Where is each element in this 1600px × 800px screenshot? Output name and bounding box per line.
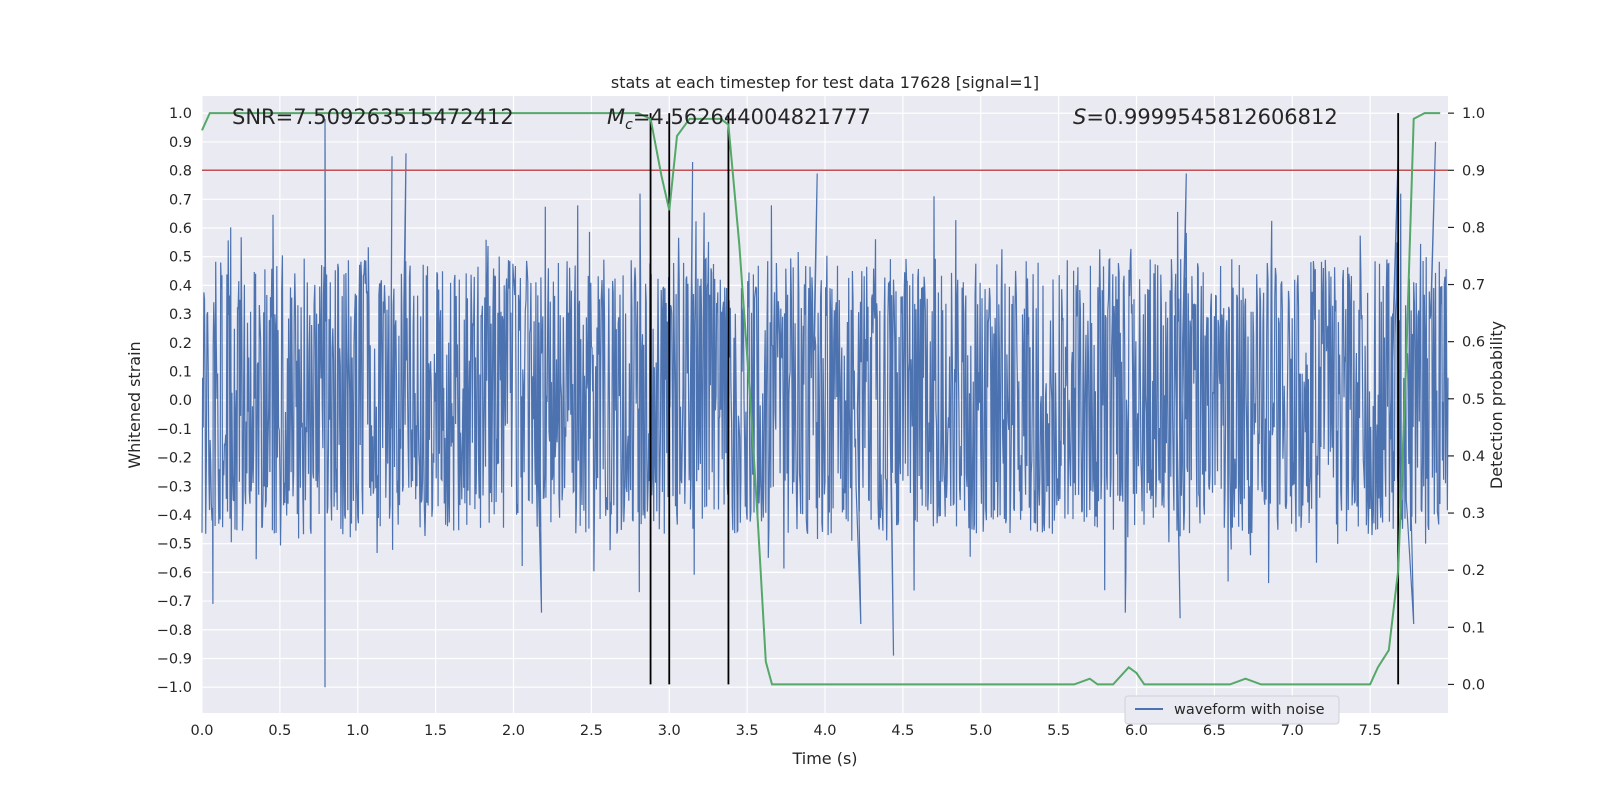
waveform-series bbox=[201, 118, 1449, 688]
y-right-tick-label: 0.4 bbox=[1462, 449, 1485, 465]
y-right-tick-label: 0.2 bbox=[1462, 563, 1485, 579]
x-tick-label: 0.5 bbox=[268, 723, 291, 739]
y-left-tick-label: −0.2 bbox=[157, 451, 192, 467]
legend-label: waveform with noise bbox=[1174, 702, 1325, 718]
y-left-tick-label: −0.5 bbox=[157, 537, 192, 553]
x-tick-label: 4.5 bbox=[891, 723, 914, 739]
y-left-axis-ticks: 1.0 0.9 0.8 0.7 0.6 0.5 0.4 0.3 0.2 0.1 0.0 −0.1 −0.… bbox=[157, 106, 192, 696]
x-tick-label: 0.0 bbox=[190, 723, 213, 739]
y-left-tick-label: 0.4 bbox=[169, 278, 192, 294]
legend-box bbox=[1124, 695, 1340, 725]
y-left-tick-label: 0.3 bbox=[169, 307, 192, 323]
y-left-tick-label: −0.6 bbox=[157, 565, 192, 581]
score-symbol: S bbox=[1073, 105, 1086, 129]
y-left-tick-label: 0.8 bbox=[169, 164, 192, 180]
y-left-tick-label: 0.0 bbox=[169, 393, 192, 409]
y-left-tick-label: 0.1 bbox=[169, 364, 192, 380]
chirp-mass-symbol: M bbox=[607, 105, 625, 129]
y-right-tick-label: 0.3 bbox=[1462, 506, 1485, 522]
x-tick-label: 6.0 bbox=[1125, 723, 1148, 739]
score-annotation: S=0.9999545812606812 bbox=[1073, 105, 1338, 129]
chirp-mass-value: =4.562644004821777 bbox=[633, 105, 871, 129]
waveform-line bbox=[201, 118, 1449, 688]
x-tick-label: 6.5 bbox=[1203, 723, 1226, 739]
y-left-tick-label: 0.9 bbox=[169, 135, 192, 151]
probability-series bbox=[201, 112, 1441, 686]
x-tick-label: 2.5 bbox=[580, 723, 603, 739]
x-axis-ticks: 0.0 0.5 1.0 1.5 2.0 2.5 3.0 3.5 4.0 4.5 5.0 5.5 6.0 6… bbox=[190, 723, 1381, 739]
chirp-mass-annotation: Mc=4.562644004821777 bbox=[607, 105, 871, 133]
probability-line bbox=[201, 112, 1441, 686]
x-tick-label: 5.0 bbox=[969, 723, 992, 739]
snr-annotation: SNR=7.509263515472412 bbox=[232, 105, 514, 129]
y-left-tick-label: 0.2 bbox=[169, 336, 192, 352]
y-left-tick-label: −0.8 bbox=[157, 623, 192, 639]
chart-title: stats at each timestep for test data 176… bbox=[611, 73, 1039, 92]
x-tick-label: 3.0 bbox=[658, 723, 681, 739]
y-left-tick-label: −0.7 bbox=[157, 594, 192, 610]
x-tick-label: 4.0 bbox=[813, 723, 836, 739]
y-right-tick-label: 0.1 bbox=[1462, 620, 1485, 636]
y-right-tick-label: 1.0 bbox=[1462, 106, 1485, 122]
x-axis-label: Time (s) bbox=[791, 749, 857, 768]
y-right-tick-label: 0.9 bbox=[1462, 163, 1485, 179]
x-tick-label: 3.5 bbox=[736, 723, 759, 739]
y-left-tick-label: 0.6 bbox=[169, 221, 192, 237]
x-tick-label: 7.0 bbox=[1281, 723, 1304, 739]
x-tick-label: 1.0 bbox=[346, 723, 369, 739]
chirp-mass-subscript: c bbox=[625, 117, 633, 133]
x-tick-label: 7.5 bbox=[1359, 723, 1382, 739]
y-right-tick-label: 0.7 bbox=[1462, 278, 1485, 294]
y-left-tick-label: −0.1 bbox=[157, 422, 192, 438]
legend: waveform with noise bbox=[1124, 695, 1340, 725]
y-left-tick-label: −0.4 bbox=[157, 508, 192, 524]
y-right-tick-label: 0.5 bbox=[1462, 392, 1485, 408]
y-right-axis-ticks: 1.0 0.9 0.8 0.7 0.6 0.5 0.4 0.3 0.2 0.1 0.0 bbox=[1448, 106, 1485, 693]
y-right-tick-label: 0.6 bbox=[1462, 335, 1485, 351]
y-left-tick-label: 0.7 bbox=[169, 192, 192, 208]
x-tick-label: 2.0 bbox=[502, 723, 525, 739]
score-value: =0.9999545812606812 bbox=[1086, 105, 1337, 129]
y-right-axis-label: Detection probability bbox=[1487, 321, 1506, 489]
y-left-axis-label: Whitened strain bbox=[125, 341, 144, 468]
x-tick-label: 1.5 bbox=[424, 723, 447, 739]
y-left-tick-label: −1.0 bbox=[157, 680, 192, 696]
x-tick-label: 5.5 bbox=[1047, 723, 1070, 739]
y-left-tick-label: 0.5 bbox=[169, 250, 192, 266]
y-left-tick-label: 1.0 bbox=[169, 106, 192, 122]
y-left-tick-label: −0.9 bbox=[157, 651, 192, 667]
y-right-tick-label: 0.8 bbox=[1462, 220, 1485, 236]
y-right-tick-label: 0.0 bbox=[1462, 677, 1485, 693]
y-left-tick-label: −0.3 bbox=[157, 479, 192, 495]
